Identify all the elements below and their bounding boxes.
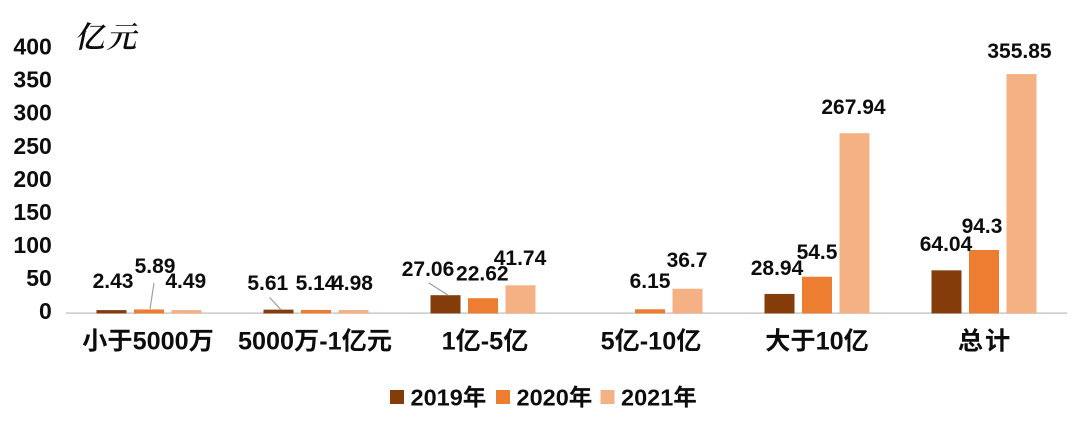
svg-text:2020: 2020 xyxy=(517,385,569,411)
svg-text:28.94: 28.94 xyxy=(751,257,804,280)
svg-text:5.14: 5.14 xyxy=(296,272,337,295)
svg-text:5000: 5000 xyxy=(133,328,189,356)
svg-text:267.94: 267.94 xyxy=(821,96,886,119)
svg-text:400: 400 xyxy=(13,34,51,60)
svg-text:50: 50 xyxy=(26,265,52,291)
svg-text:1: 1 xyxy=(442,328,456,356)
svg-text:2021: 2021 xyxy=(621,385,673,411)
svg-text:2019: 2019 xyxy=(411,385,463,411)
svg-text:41.74: 41.74 xyxy=(494,247,547,270)
svg-text:5.89: 5.89 xyxy=(135,255,176,278)
svg-text:100: 100 xyxy=(13,232,51,258)
svg-text:10: 10 xyxy=(816,328,844,356)
svg-text:94.3: 94.3 xyxy=(962,215,1003,238)
svg-text:6.15: 6.15 xyxy=(630,270,671,293)
svg-text:5000: 5000 xyxy=(238,328,294,356)
svg-text:4.98: 4.98 xyxy=(332,272,373,295)
svg-text:350: 350 xyxy=(13,67,51,93)
svg-text:22.62: 22.62 xyxy=(456,263,509,286)
svg-text:27.06: 27.06 xyxy=(402,258,455,281)
svg-text:5.61: 5.61 xyxy=(247,272,288,295)
svg-text:64.04: 64.04 xyxy=(920,233,973,256)
svg-text:36.7: 36.7 xyxy=(667,249,708,272)
svg-text:150: 150 xyxy=(13,199,51,225)
svg-text:250: 250 xyxy=(13,133,51,159)
svg-text:200: 200 xyxy=(13,166,51,192)
svg-text:-1: -1 xyxy=(319,328,341,356)
svg-text:355.85: 355.85 xyxy=(987,40,1052,63)
svg-text:-10: -10 xyxy=(640,328,676,356)
svg-text:0: 0 xyxy=(39,298,52,324)
svg-text:300: 300 xyxy=(13,100,51,126)
svg-text:-5: -5 xyxy=(481,328,503,356)
svg-text:4.49: 4.49 xyxy=(165,270,206,293)
svg-text:54.5: 54.5 xyxy=(797,241,838,264)
svg-text:2.43: 2.43 xyxy=(93,270,134,293)
svg-text:5: 5 xyxy=(601,328,615,356)
